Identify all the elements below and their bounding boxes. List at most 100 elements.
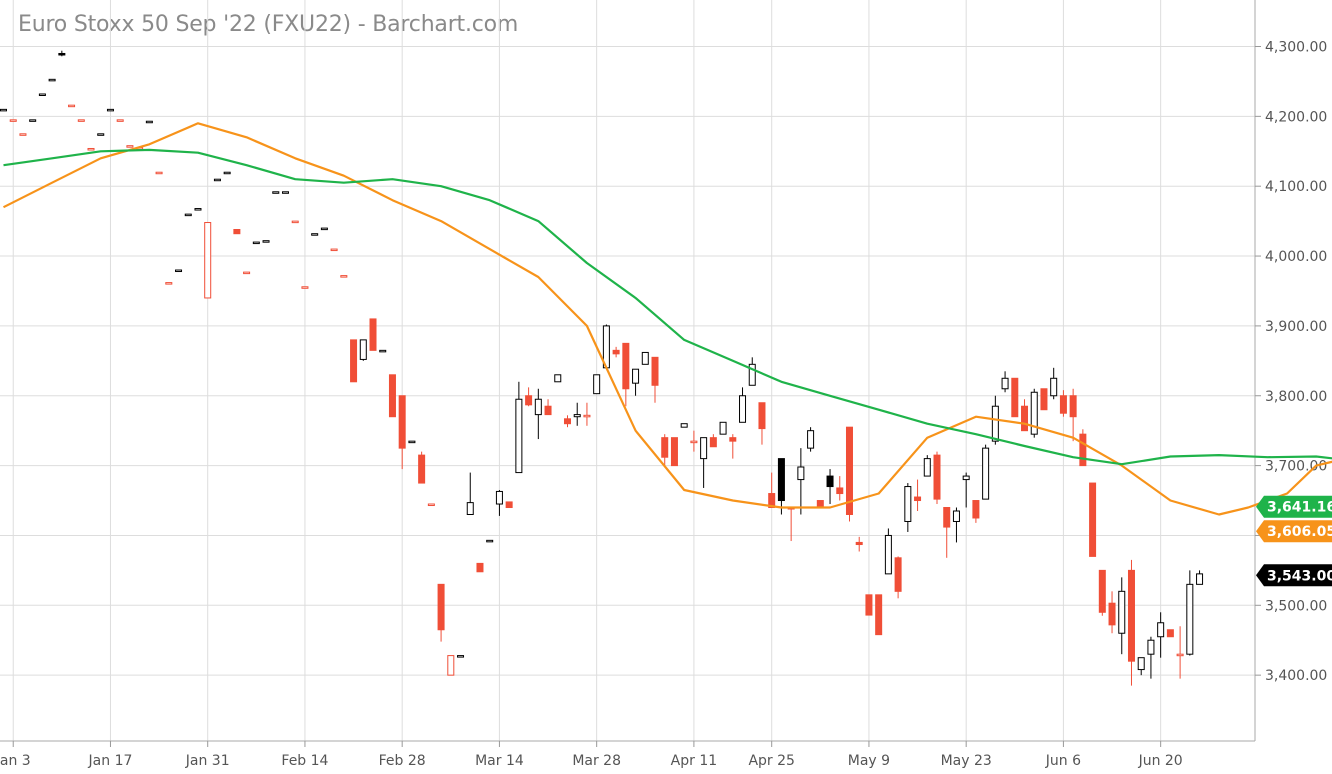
candle (1127, 559, 1135, 686)
candle-body (739, 395, 747, 423)
candle (1098, 569, 1106, 616)
x-tick-label: Feb 28 (379, 753, 426, 769)
candle (1069, 388, 1077, 442)
candle (505, 501, 513, 509)
candle-body (729, 437, 737, 442)
candle-body (525, 395, 533, 406)
candle-body (466, 502, 474, 515)
last-value-text: 3,641.16 (1267, 500, 1332, 516)
candle-body (661, 437, 669, 458)
candle (641, 351, 649, 365)
candle (748, 357, 756, 386)
candle-body (1011, 377, 1019, 418)
candle (1166, 629, 1174, 638)
candle (797, 448, 805, 515)
last-value-label: 3,641.16 (1256, 495, 1332, 518)
candle (204, 222, 212, 299)
candle-body (836, 487, 844, 495)
candle-body (700, 437, 708, 460)
candle (651, 356, 659, 403)
candle-body (1118, 590, 1126, 634)
candle-body (563, 418, 571, 425)
grid (0, 0, 1256, 742)
candle-body (534, 398, 542, 416)
candle-body (126, 145, 134, 148)
x-tick-label: Mar 14 (475, 753, 524, 769)
candle-body (398, 395, 406, 449)
candle (243, 271, 251, 275)
candle (593, 374, 601, 395)
candle-body (68, 104, 76, 108)
candle (865, 594, 873, 616)
candle-body (272, 191, 280, 194)
candle (573, 402, 581, 426)
candle (1157, 612, 1165, 658)
candle (1089, 482, 1097, 557)
candle (914, 479, 922, 512)
candle (427, 503, 435, 507)
candle (106, 108, 114, 112)
candle-body (680, 423, 688, 428)
candle-body (340, 275, 348, 278)
candle-body (612, 349, 620, 355)
candle (350, 339, 358, 383)
x-tick-label: Feb 14 (281, 753, 328, 769)
candle-body (476, 562, 484, 573)
candle-body (243, 271, 251, 275)
candle-body (486, 539, 494, 543)
candle-body (943, 507, 951, 528)
candle (398, 395, 406, 470)
candle (116, 119, 124, 122)
candle (875, 594, 883, 636)
last-value-badge (1256, 495, 1332, 518)
candle (48, 78, 56, 82)
candle-body (437, 583, 445, 631)
candle (58, 50, 66, 57)
candle-body (884, 534, 892, 575)
candle (486, 539, 494, 543)
candle-body (622, 342, 630, 390)
candle (515, 381, 523, 474)
candle (729, 434, 737, 459)
candle (19, 133, 27, 136)
candle-body (165, 282, 173, 285)
candle (194, 208, 202, 211)
candle-body (651, 356, 659, 386)
candle-body (48, 78, 56, 82)
candle (972, 500, 980, 523)
candle (9, 119, 17, 122)
y-tick-label: 3,400.00 (1265, 668, 1327, 684)
candle-body (350, 339, 358, 383)
x-tick-label: Jun 20 (1138, 753, 1183, 769)
candle (495, 490, 503, 516)
candle-body (758, 402, 766, 430)
last-value-labels: 3,641.16 3,606.05 3,543.00 (1256, 495, 1332, 587)
candle (933, 451, 941, 505)
candle-body (719, 421, 727, 435)
candle (330, 248, 338, 252)
candle (1147, 636, 1155, 679)
candle (1040, 388, 1048, 411)
candle-body (505, 501, 513, 509)
candle-body (641, 351, 649, 365)
candle-body (972, 500, 980, 519)
x-tick-label: Jun 6 (1045, 753, 1081, 769)
candle (223, 171, 231, 175)
candle-body (29, 119, 37, 122)
candle (583, 402, 591, 426)
candle-body (1186, 583, 1194, 655)
candle (155, 171, 163, 175)
candle-body (962, 475, 970, 481)
candle (437, 583, 445, 642)
candle (126, 145, 134, 148)
candle (175, 269, 183, 273)
candle-body (1050, 377, 1058, 397)
candle-body (855, 541, 863, 546)
candle-body (768, 493, 776, 509)
candle-body (359, 339, 367, 360)
candle (709, 434, 717, 448)
candle (320, 227, 328, 231)
candle-body (807, 430, 815, 449)
candle (29, 119, 37, 122)
